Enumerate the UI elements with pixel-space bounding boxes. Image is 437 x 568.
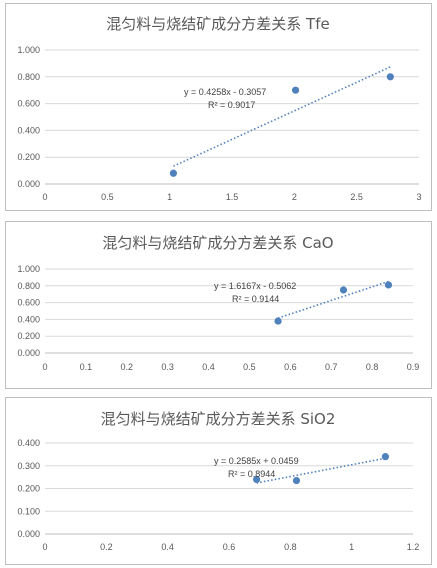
data-point — [169, 169, 178, 177]
data-point — [381, 453, 389, 461]
y-tick-label: 0.000 — [17, 529, 40, 539]
y-tick-label: 0.800 — [17, 281, 40, 291]
y-tick-label: 0.000 — [17, 348, 40, 358]
data-point — [274, 317, 282, 325]
trendline — [277, 280, 389, 319]
chart-sio2-svg: 混匀料与烧结矿成分方差关系 SiO2 0.000 0.100 0.200 0.300 0… — [17, 410, 420, 552]
x-tick-label: 2 — [292, 192, 297, 202]
y-tick-label: 1.000 — [17, 45, 40, 55]
trendline-equation: y = 1.6167x - 0.5062 — [214, 281, 296, 291]
chart-sio2: 混匀料与烧结矿成分方差关系 SiO2 0.000 0.100 0.200 0.300 0… — [5, 397, 432, 565]
x-tick-label: 0.4 — [202, 362, 215, 372]
chart-tfe: 混匀料与烧结矿成分方差关系 Tfe 0.000 0.200 0.400 0.600 0.… — [5, 3, 432, 211]
trendline — [173, 66, 391, 167]
x-tick-label: 0.8 — [366, 362, 379, 372]
x-tick-label: 1 — [349, 542, 354, 552]
y-tick-label: 0.300 — [17, 461, 40, 471]
x-tick-label: 0.9 — [407, 362, 420, 372]
data-point — [253, 475, 261, 483]
y-tick-label: 0.600 — [17, 298, 40, 308]
x-tick-label: 1.5 — [226, 192, 239, 202]
chart-cao-svg: 混匀料与烧结矿成分方差关系 CaO 0.000 0.200 0.400 0.600 0.… — [17, 234, 420, 372]
y-tick-label: 0.400 — [17, 314, 40, 324]
chart-cao: 混匀料与烧结矿成分方差关系 CaO 0.000 0.200 0.400 0.600 0.… — [5, 221, 432, 389]
chart-tfe-svg: 混匀料与烧结矿成分方差关系 Tfe 0.000 0.200 0.400 0.600 0.… — [17, 15, 421, 202]
chart-title: 混匀料与烧结矿成分方差关系 Tfe — [106, 15, 329, 33]
y-tick-label: 0.800 — [17, 72, 40, 82]
r-squared-label: R² = 0.8944 — [228, 469, 275, 479]
x-tick-label: 3 — [416, 192, 421, 202]
chart-title: 混匀料与烧结矿成分方差关系 SiO2 — [101, 410, 336, 428]
x-tick-label: 0.2 — [121, 362, 134, 372]
x-tick-label: 0.6 — [284, 362, 297, 372]
data-point — [291, 86, 300, 94]
x-tick-label: 0.2 — [100, 542, 113, 552]
x-tick-label: 1.2 — [407, 542, 420, 552]
x-tick-label: 0.1 — [80, 362, 93, 372]
y-tick-label: 0.400 — [17, 438, 40, 448]
y-tick-label: 0.000 — [17, 179, 40, 189]
y-tick-label: 0.200 — [17, 484, 40, 494]
y-tick-label: 0.600 — [17, 99, 40, 109]
data-point — [292, 476, 301, 485]
x-tick-label: 0 — [42, 362, 47, 372]
x-tick-label: 0 — [42, 542, 47, 552]
y-tick-label: 0.400 — [17, 125, 40, 135]
trendline-equation: y = 0.4258x - 0.3057 — [184, 87, 266, 97]
x-tick-label: 0.5 — [243, 362, 256, 372]
x-tick-label: 0.7 — [325, 362, 338, 372]
x-tick-label: 0.3 — [161, 362, 174, 372]
r-squared-label: R² = 0.9017 — [208, 100, 255, 110]
trendline-equation: y = 0.2585x + 0.0459 — [214, 456, 299, 466]
data-point — [339, 286, 348, 294]
x-tick-label: 2.5 — [350, 192, 363, 202]
x-tick-label: 1 — [167, 192, 172, 202]
x-tick-label: 0.6 — [223, 542, 236, 552]
chart-title: 混匀料与烧结矿成分方差关系 CaO — [102, 234, 333, 252]
data-point — [384, 281, 393, 289]
x-tick-label: 0.5 — [101, 192, 114, 202]
y-tick-label: 0.200 — [17, 152, 40, 162]
x-tick-label: 0.4 — [161, 542, 174, 552]
x-tick-label: 0 — [42, 192, 47, 202]
x-tick-label: 0.8 — [284, 542, 297, 552]
y-tick-label: 1.000 — [17, 264, 40, 274]
r-squared-label: R² = 0.9144 — [232, 294, 279, 304]
data-point — [386, 73, 394, 81]
y-tick-label: 0.200 — [17, 331, 40, 341]
y-tick-label: 0.100 — [17, 506, 40, 516]
